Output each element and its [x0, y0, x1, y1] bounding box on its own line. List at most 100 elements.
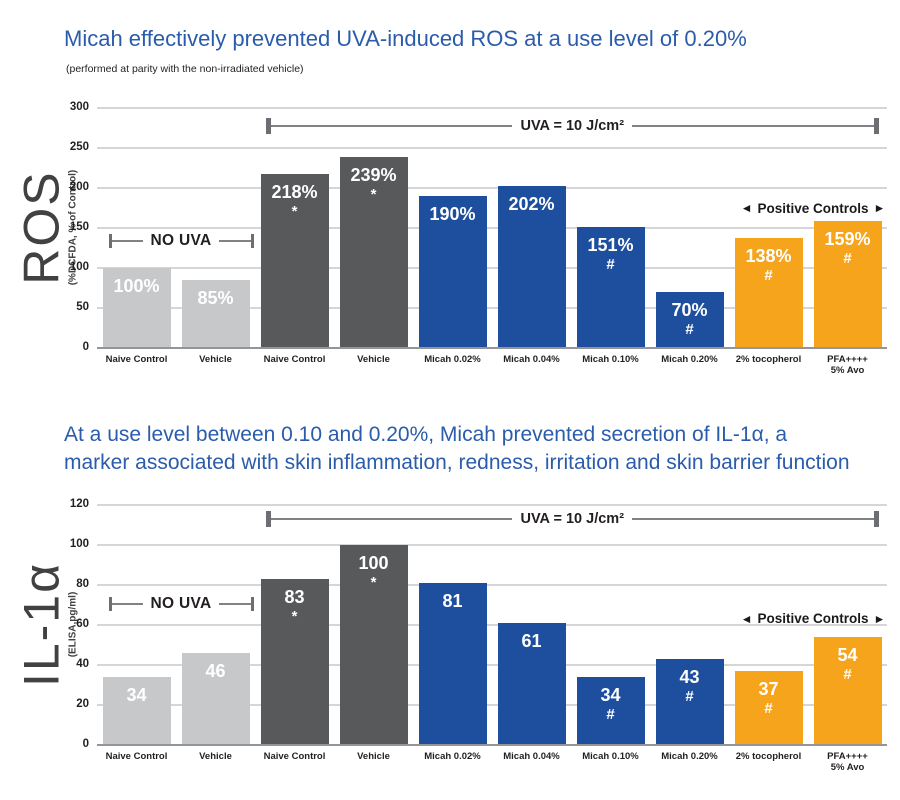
bar: 159% #	[813, 220, 882, 348]
gridline	[97, 307, 887, 309]
x-category-label: Vehicle	[357, 751, 390, 762]
bar: 61	[497, 623, 566, 745]
gridline	[97, 624, 887, 626]
bracket-cap	[108, 234, 112, 248]
bar-label: 100 *	[340, 554, 408, 591]
y-tick-label: 100	[69, 538, 89, 550]
x-category-label: 2% tocopherol	[735, 354, 802, 365]
arrow-icon: ►	[873, 201, 886, 216]
bracket-line	[632, 518, 874, 520]
bar-value-label: 81	[442, 591, 463, 611]
bar-label: 43 #	[656, 668, 724, 705]
positive-controls-text: Positive Controls	[757, 200, 869, 216]
bar-value-label: 202%	[508, 194, 555, 215]
x-category-label: Naive Control	[263, 751, 326, 762]
positive-controls-label: ◄ Positive Controls ►	[741, 201, 886, 216]
bar-significance-symbol: #	[764, 266, 773, 284]
x-axis-line	[97, 744, 887, 746]
bar-value-label: 37	[758, 679, 779, 699]
bar-label: 159% #	[814, 228, 882, 267]
bracket-cap	[250, 597, 254, 611]
arrow-icon: ◄	[740, 611, 753, 626]
bar-label: 218% *	[261, 181, 329, 220]
il1a-bar-chart: 0 20 40 60 80 100 120 34 Naive Control 46 Vehicle 8…	[70, 498, 887, 773]
bar: 151% #	[576, 227, 645, 348]
bar-label: 46	[182, 662, 250, 681]
bar-label: 202%	[498, 195, 566, 214]
bar-value-label: 70%	[671, 300, 708, 320]
bracket-label: UVA = 10 J/cm²	[520, 118, 625, 135]
y-tick-label: 0	[82, 738, 89, 750]
bar-value-label: 85%	[197, 288, 234, 308]
x-category-label: Naive Control	[105, 751, 168, 762]
bracket-label: UVA = 10 J/cm²	[520, 511, 625, 527]
gridline	[97, 187, 887, 189]
bar-significance-symbol: #	[685, 688, 694, 705]
positive-controls-label: ◄ Positive Controls ►	[741, 611, 886, 626]
x-category-label: Vehicle	[199, 354, 232, 365]
bar-label: 100%	[103, 277, 171, 296]
bar: 100%	[102, 268, 171, 348]
y-tick-label: 0	[82, 341, 89, 353]
bracket-line	[270, 125, 513, 128]
gridline	[97, 584, 887, 586]
y-tick-label: 150	[69, 221, 89, 233]
bar-significance-symbol: *	[291, 202, 298, 220]
y-tick-label: 40	[76, 658, 89, 670]
positive-controls-text: Positive Controls	[757, 611, 869, 626]
ros-chart-title: Micah effectively prevented UVA-induced …	[64, 26, 747, 51]
bar: 190%	[418, 196, 487, 348]
bracket-cap	[265, 118, 271, 135]
bar-label: 81	[419, 592, 487, 611]
bar-label: 34 #	[577, 686, 645, 723]
x-axis-line	[97, 347, 887, 349]
bar-significance-symbol: *	[291, 608, 298, 625]
bracket-annotation: NO UVA	[108, 232, 254, 250]
y-tick-label: 80	[76, 578, 89, 590]
bar: 81	[418, 583, 487, 745]
ros-bar-chart: 0 50 100 150 200 250 300 100% Naive Control 85% Ve…	[70, 101, 887, 376]
x-category-label: Micah 0.10%	[582, 354, 639, 365]
bar: 34 #	[576, 677, 645, 745]
bar-value-label: 100%	[113, 276, 160, 296]
bracket-cap	[874, 118, 879, 135]
gridline	[97, 107, 887, 109]
bar: 46	[181, 653, 250, 745]
bar-label: 138% #	[735, 246, 803, 284]
bar-significance-symbol: #	[843, 249, 852, 267]
bar-value-label: 83	[284, 587, 305, 607]
x-category-label: PFA++++ 5% Avo	[827, 751, 868, 773]
bar-label: 85%	[182, 289, 250, 308]
bar: 85%	[181, 280, 250, 348]
x-category-label: Naive Control	[105, 354, 168, 365]
gridline	[97, 544, 887, 546]
bar-significance-symbol: *	[370, 574, 377, 591]
gridline	[97, 227, 887, 229]
x-category-label: Micah 0.04%	[503, 751, 560, 762]
il1a-title-line1: At a use level between 0.10 and 0.20%, M…	[64, 423, 788, 446]
bar-significance-symbol: #	[843, 666, 852, 683]
bar-value-label: 218%	[271, 181, 318, 202]
bar: 100 *	[339, 545, 408, 745]
bar: 202%	[497, 186, 566, 348]
bar: 43 #	[655, 659, 724, 745]
bar-significance-symbol: #	[606, 256, 615, 274]
arrow-icon: ◄	[740, 201, 753, 216]
arrow-icon: ►	[873, 611, 886, 626]
bar: 70% #	[655, 292, 724, 348]
bracket-line	[632, 125, 874, 128]
bar-value-label: 34	[126, 685, 147, 705]
bar-label: 54 #	[814, 646, 882, 683]
bar: 54 #	[813, 637, 882, 745]
x-category-label: Micah 0.20%	[661, 354, 718, 365]
bar-value-label: 43	[679, 667, 700, 687]
bracket-label: NO UVA	[150, 232, 212, 249]
bar-label: 83 *	[261, 588, 329, 625]
bar-value-label: 159%	[824, 228, 871, 249]
bar-value-label: 239%	[350, 164, 397, 185]
x-category-label: PFA++++ 5% Avo	[827, 354, 868, 376]
ros-chart-subtitle: (performed at parity with the non-irradi…	[66, 63, 304, 75]
bracket-annotation: UVA = 10 J/cm²	[265, 118, 879, 135]
bar: 37 #	[734, 671, 803, 745]
bracket-cap	[874, 511, 879, 527]
